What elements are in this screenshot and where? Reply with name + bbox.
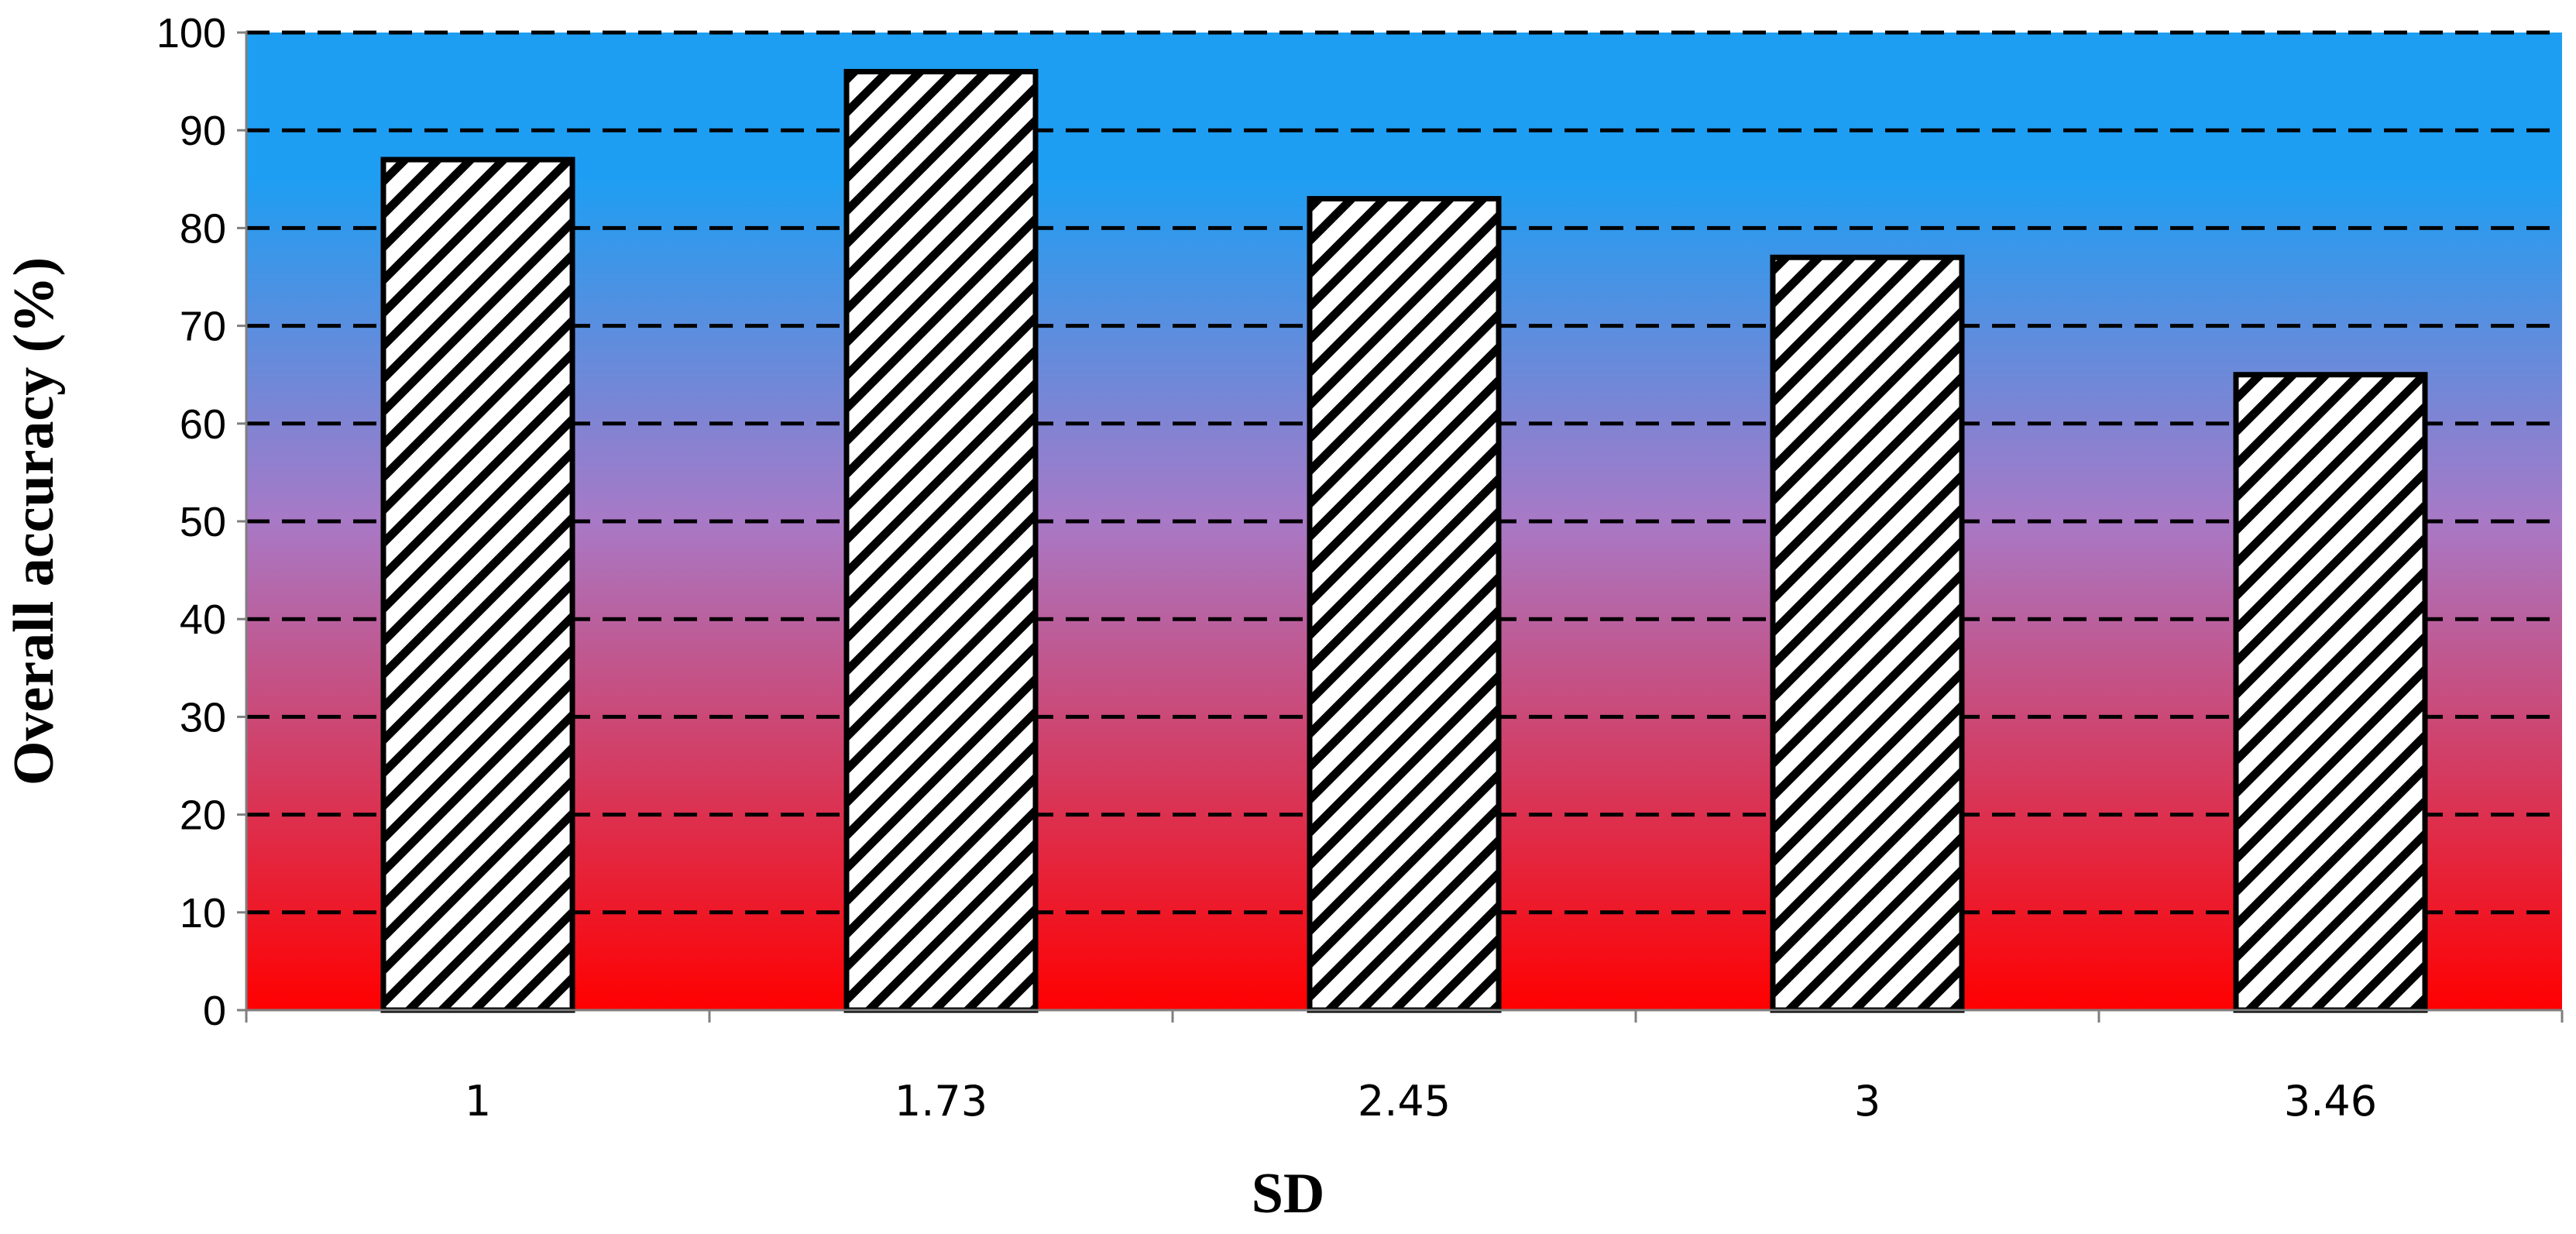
x-tick-label-1: 1 <box>465 1077 491 1126</box>
y-tick-label-60: 60 <box>180 401 226 448</box>
bar-2.45 <box>1307 196 1502 1013</box>
y-tick-label-70: 70 <box>180 304 226 350</box>
y-tick-label-20: 20 <box>180 792 226 839</box>
axes <box>237 31 2564 1023</box>
x-axis-title: SD <box>1252 1162 1325 1225</box>
bar-1.73 <box>843 68 1039 1013</box>
y-tick-label-10: 10 <box>180 890 226 937</box>
y-tick-label-80: 80 <box>180 205 226 252</box>
x-tick-label-1.73: 1.73 <box>895 1077 987 1126</box>
y-tick-label-40: 40 <box>180 596 226 643</box>
x-tick-label-3.46: 3.46 <box>2284 1077 2377 1126</box>
y-tick-label-30: 30 <box>180 694 226 741</box>
bar-3 <box>1770 254 1965 1013</box>
y-axis-title: Overall accuracy (%) <box>2 257 66 785</box>
y-tick-label-90: 90 <box>180 108 226 154</box>
x-tick-label-2.45: 2.45 <box>1358 1077 1451 1126</box>
bars <box>380 68 2428 1013</box>
bar-3.46 <box>2233 372 2428 1013</box>
bar-1 <box>380 156 575 1013</box>
y-tick-label-100: 100 <box>156 10 226 57</box>
x-tick-labels: 1 1.73 2.45 3 3.46 <box>465 1077 2377 1126</box>
y-tick-labels: 0 10 20 30 40 50 60 70 80 90 100 <box>156 10 226 1034</box>
x-tick-label-3: 3 <box>1854 1077 1880 1126</box>
y-tick-label-50: 50 <box>180 499 226 545</box>
y-tick-label-0: 0 <box>203 988 226 1034</box>
